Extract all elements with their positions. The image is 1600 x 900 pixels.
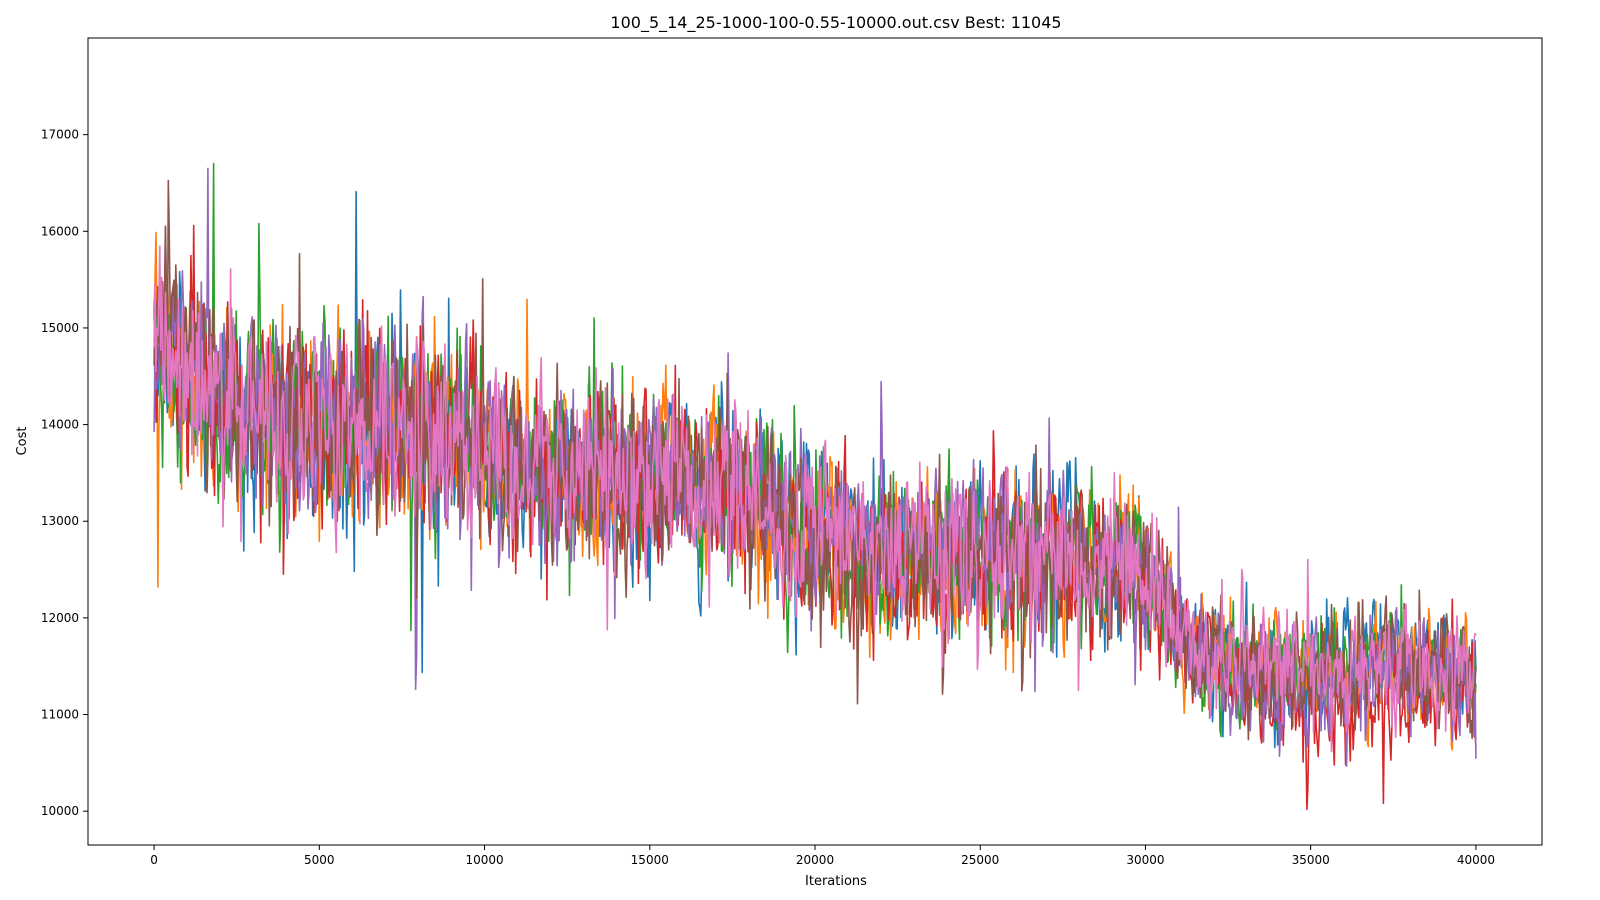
x-axis: 0 5000 10000 15000 20000 25000 30000 35000 40000 — [150, 845, 1495, 867]
plot-lines — [153, 162, 1477, 811]
y-axis-label: Cost — [15, 427, 30, 456]
y-tick-label: 12000 — [41, 611, 79, 625]
y-tick-label: 14000 — [41, 418, 79, 432]
x-tick-label: 35000 — [1292, 853, 1330, 867]
x-tick-label: 25000 — [961, 853, 999, 867]
x-tick-label: 5000 — [304, 853, 335, 867]
x-tick-label: 15000 — [631, 853, 669, 867]
y-tick-label: 11000 — [41, 708, 79, 722]
y-tick-label: 10000 — [41, 804, 79, 818]
y-tick-label: 16000 — [41, 224, 79, 238]
x-tick-label: 40000 — [1457, 853, 1495, 867]
x-tick-label: 30000 — [1126, 853, 1164, 867]
chart-title: 100_5_14_25-1000-100-0.55-10000.out.csv … — [610, 13, 1061, 33]
y-tick-label: 15000 — [41, 321, 79, 335]
y-axis: 10000 11000 12000 13000 14000 15000 16000 17000 — [41, 128, 88, 818]
y-tick-label: 17000 — [41, 128, 79, 142]
series-line — [153, 245, 1477, 753]
x-tick-label: 20000 — [796, 853, 834, 867]
y-tick-label: 13000 — [41, 514, 79, 528]
x-axis-label: Iterations — [805, 874, 867, 889]
x-tick-label: 10000 — [465, 853, 503, 867]
x-tick-label: 0 — [150, 853, 158, 867]
